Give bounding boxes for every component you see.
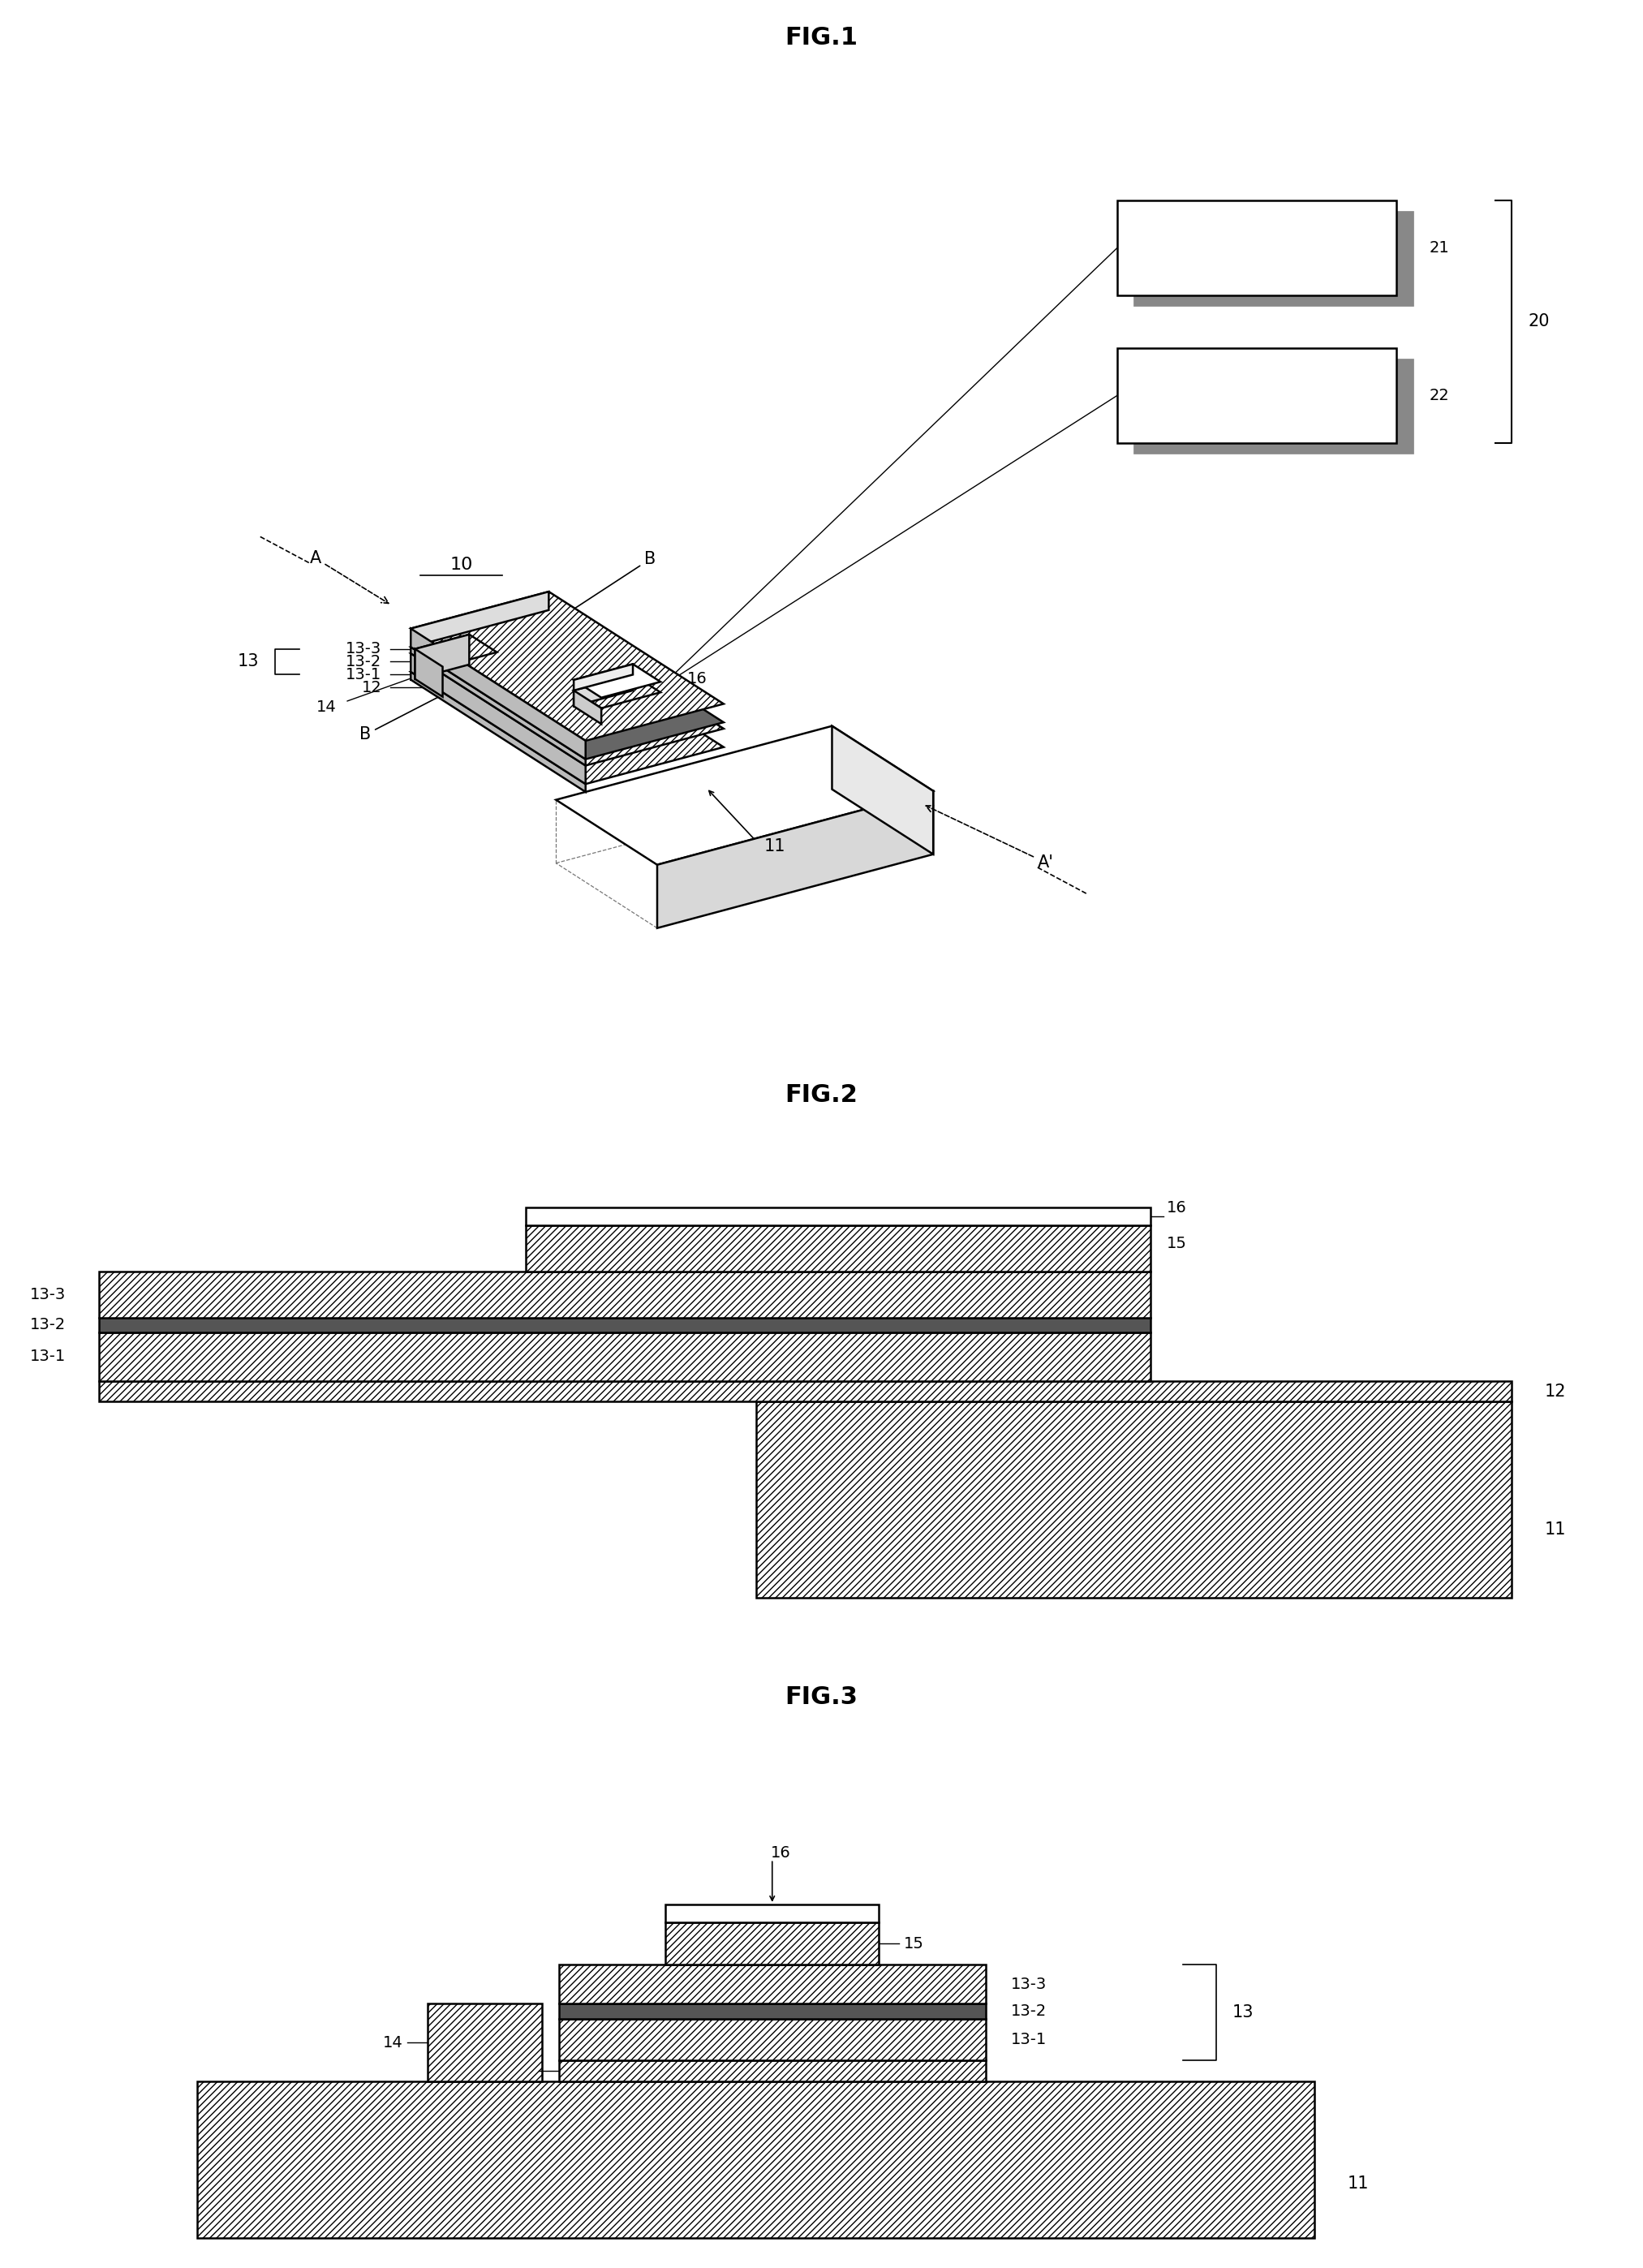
Text: 13-2: 13-2 bbox=[30, 1318, 66, 1334]
Polygon shape bbox=[411, 671, 585, 792]
Text: FIG.2: FIG.2 bbox=[785, 1084, 858, 1107]
Polygon shape bbox=[1134, 211, 1413, 306]
Text: 16: 16 bbox=[687, 671, 706, 687]
Polygon shape bbox=[573, 665, 660, 699]
Polygon shape bbox=[411, 610, 549, 653]
Text: 13: 13 bbox=[1232, 2005, 1254, 2021]
Text: 22: 22 bbox=[1429, 388, 1449, 404]
Text: 13-1: 13-1 bbox=[347, 667, 381, 683]
Text: 20: 20 bbox=[1528, 313, 1549, 329]
Text: 13-3: 13-3 bbox=[347, 642, 381, 658]
Polygon shape bbox=[427, 2003, 542, 2082]
Text: B: B bbox=[360, 689, 455, 744]
Polygon shape bbox=[665, 1923, 879, 1964]
Text: 16: 16 bbox=[771, 1846, 790, 1862]
Text: SENSOR: SENSOR bbox=[1221, 383, 1293, 397]
Text: A': A' bbox=[927, 805, 1053, 871]
Polygon shape bbox=[526, 1207, 1150, 1225]
Polygon shape bbox=[197, 2082, 1314, 2239]
Polygon shape bbox=[416, 649, 442, 696]
Text: 13-2: 13-2 bbox=[347, 653, 381, 669]
Text: 13-3: 13-3 bbox=[1010, 1975, 1047, 1991]
Polygon shape bbox=[411, 628, 585, 760]
Polygon shape bbox=[831, 726, 933, 855]
Polygon shape bbox=[416, 635, 496, 667]
Polygon shape bbox=[411, 610, 723, 760]
Polygon shape bbox=[411, 635, 723, 785]
Text: 10: 10 bbox=[450, 558, 473, 574]
Text: FIG.1: FIG.1 bbox=[785, 27, 858, 50]
Polygon shape bbox=[573, 665, 633, 689]
Polygon shape bbox=[99, 1318, 1150, 1331]
Text: 16: 16 bbox=[1167, 1200, 1186, 1216]
Polygon shape bbox=[411, 592, 549, 646]
Polygon shape bbox=[573, 674, 633, 705]
Text: 11: 11 bbox=[1347, 2175, 1369, 2191]
Text: 13-2: 13-2 bbox=[1010, 2003, 1047, 2019]
Polygon shape bbox=[555, 726, 933, 864]
Text: 15: 15 bbox=[687, 701, 706, 717]
Text: 15: 15 bbox=[904, 1937, 923, 1950]
Polygon shape bbox=[411, 617, 723, 767]
Polygon shape bbox=[665, 1905, 879, 1923]
Text: 13-3: 13-3 bbox=[30, 1286, 66, 1302]
Text: 12: 12 bbox=[361, 680, 381, 696]
Polygon shape bbox=[99, 1331, 1150, 1381]
Text: 11: 11 bbox=[1544, 1522, 1566, 1538]
Text: 14: 14 bbox=[317, 699, 337, 714]
Polygon shape bbox=[411, 646, 585, 767]
Polygon shape bbox=[559, 1964, 986, 2003]
Polygon shape bbox=[99, 1272, 1150, 1318]
Text: 14: 14 bbox=[383, 2034, 403, 2050]
Text: 15: 15 bbox=[1167, 1236, 1186, 1252]
Text: 13-1: 13-1 bbox=[30, 1349, 66, 1365]
Polygon shape bbox=[657, 792, 933, 928]
Polygon shape bbox=[526, 1225, 1150, 1272]
Polygon shape bbox=[411, 617, 549, 671]
Polygon shape bbox=[559, 2062, 986, 2082]
Polygon shape bbox=[1134, 358, 1413, 454]
Polygon shape bbox=[559, 2003, 986, 2019]
Polygon shape bbox=[1117, 200, 1397, 295]
Polygon shape bbox=[573, 689, 601, 723]
Polygon shape bbox=[573, 674, 660, 708]
Text: B: B bbox=[549, 551, 656, 626]
Text: 11: 11 bbox=[764, 837, 785, 855]
Text: A: A bbox=[309, 551, 388, 603]
Text: 12: 12 bbox=[1544, 1383, 1566, 1399]
Polygon shape bbox=[411, 635, 549, 680]
Polygon shape bbox=[756, 1402, 1512, 1599]
Polygon shape bbox=[411, 592, 723, 742]
Text: 13-1: 13-1 bbox=[1010, 2032, 1047, 2048]
Text: 21: 21 bbox=[1429, 240, 1449, 256]
Polygon shape bbox=[559, 2019, 986, 2062]
Polygon shape bbox=[416, 635, 470, 678]
Text: DRIVER: DRIVER bbox=[1224, 236, 1290, 249]
Polygon shape bbox=[1117, 347, 1397, 442]
Polygon shape bbox=[411, 653, 585, 785]
Text: 13: 13 bbox=[237, 653, 258, 669]
Text: 12: 12 bbox=[514, 2064, 534, 2080]
Text: FIG.3: FIG.3 bbox=[785, 1685, 858, 1708]
Polygon shape bbox=[99, 1381, 1512, 1402]
